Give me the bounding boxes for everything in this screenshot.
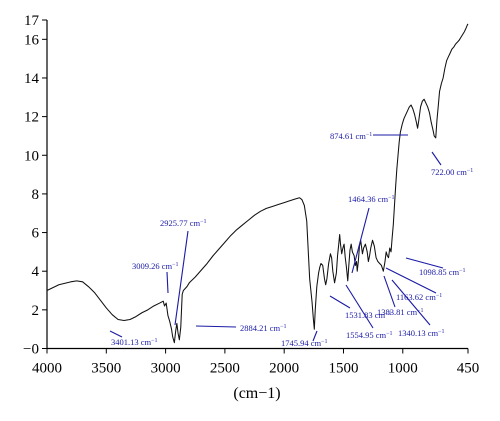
peak-leader-line	[405, 257, 444, 269]
x-tick-label: 450	[457, 361, 480, 377]
x-tick-label: 3000	[151, 361, 181, 377]
peak-leader-line	[431, 151, 442, 166]
peak-leader-line	[383, 275, 396, 308]
peak-label: 2884.21 cm−1	[240, 323, 287, 333]
peak-label: 3401.13 cm−1	[111, 337, 158, 347]
y-tick-label: −0	[23, 342, 39, 358]
y-tick-label: 14	[24, 71, 40, 87]
peak-leader-line	[385, 267, 437, 294]
peak-leader-line	[351, 207, 370, 274]
x-tick-label: 1000	[388, 361, 418, 377]
x-axis-title: (cm−1)	[233, 385, 280, 402]
x-tick-label: 2500	[210, 361, 240, 377]
peak-label: 1098.85 cm−1	[419, 267, 466, 277]
y-tick-label: 6	[32, 226, 40, 242]
y-ticks: −0 2 4 6 8 10 12 14 16 17	[23, 13, 47, 358]
y-tick-label: 16	[24, 32, 40, 48]
peak-label: 1383.81 cm−1	[377, 307, 424, 317]
peak-leader-line	[109, 330, 123, 338]
peak-label: 1531.83 cm−1	[345, 310, 392, 320]
peak-label: 1745.94 cm−1	[281, 338, 328, 348]
y-tick-label: 8	[32, 187, 40, 203]
peak-label: 3009.26 cm−1	[132, 261, 179, 271]
x-ticks: 4000 3500 3000 2500 2000 1500 1000 450	[32, 348, 480, 377]
peak-label: 1554.95 cm−1	[346, 330, 393, 340]
y-tick-label: 10	[24, 148, 39, 164]
y-tick-label: 2	[32, 303, 40, 319]
x-tick-label: 1500	[328, 361, 358, 377]
x-tick-label: 4000	[32, 361, 62, 377]
x-tick-label: 2000	[269, 361, 299, 377]
x-tick-label: 3500	[91, 361, 121, 377]
peak-leader-line	[195, 325, 237, 328]
peak-label: 722.00 cm−1	[431, 167, 473, 177]
peak-leader-line	[391, 279, 431, 326]
peak-leader-line	[345, 284, 374, 329]
peak-leader-line	[166, 271, 169, 294]
axes	[46, 20, 468, 350]
peak-annotations: 3401.13 cm−1 3009.26 cm−1 2925.77 cm−1 2884…	[109, 131, 473, 348]
peak-label: 1340.13 cm−1	[398, 328, 445, 338]
y-tick-label: 4	[32, 264, 40, 280]
peak-label: 2925.77 cm−1	[160, 218, 207, 228]
y-tick-label: 17	[24, 13, 40, 29]
peak-label: 1163.62 cm−1	[396, 292, 442, 302]
peak-leader-line	[312, 330, 318, 342]
spectrum-line	[46, 23, 469, 344]
peak-label: 1464.36 cm−1	[348, 194, 395, 204]
y-tick-label: 12	[24, 110, 39, 126]
peak-leader-line	[329, 295, 351, 309]
peak-label: 874.61 cm−1	[330, 131, 372, 141]
peak-leader-line	[174, 230, 189, 326]
